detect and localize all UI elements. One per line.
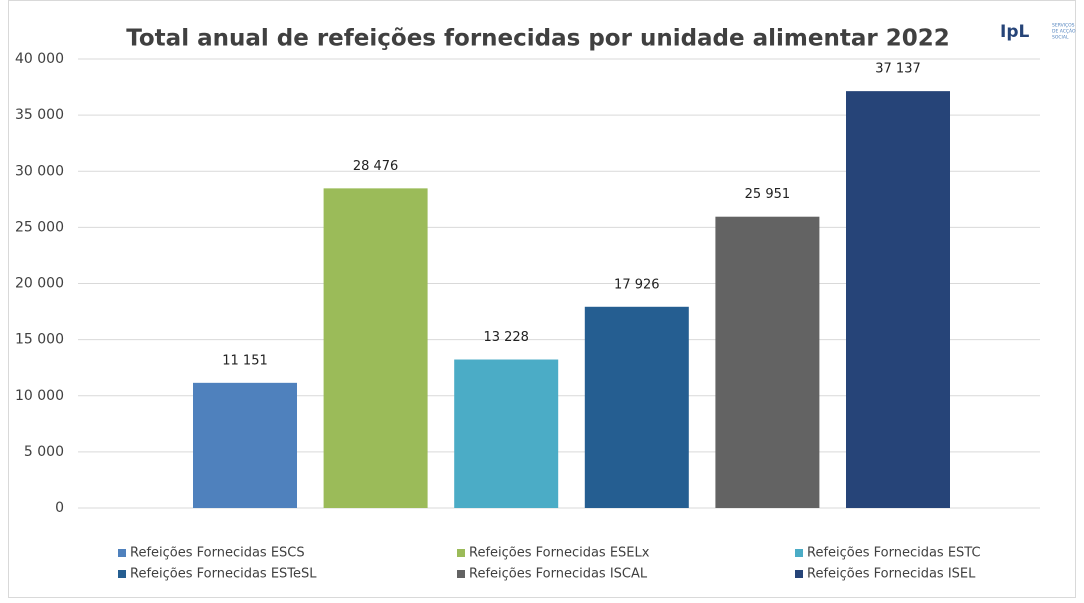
bar bbox=[584, 306, 689, 508]
bar bbox=[193, 382, 297, 508]
y-tick-label: 5 000 bbox=[24, 444, 64, 460]
value-label: 28 476 bbox=[353, 159, 399, 174]
legend-swatch bbox=[118, 570, 126, 578]
y-tick-label: 25 000 bbox=[15, 219, 64, 235]
logo-line: SERVIÇOS bbox=[1052, 23, 1075, 29]
bar bbox=[715, 216, 820, 509]
legend-label: Refeições Fornecidas ESELx bbox=[469, 546, 650, 561]
legend-label: Refeições Fornecidas ESTC bbox=[807, 546, 981, 561]
y-tick-label: 30 000 bbox=[15, 163, 64, 179]
legend-swatch bbox=[457, 549, 465, 557]
legend-label: Refeições Fornecidas ISCAL bbox=[469, 567, 648, 582]
chart-title: Total anual de refeições fornecidas por … bbox=[126, 26, 950, 52]
y-tick-label: 40 000 bbox=[15, 51, 64, 67]
legend-label: Refeições Fornecidas ESTeSL bbox=[130, 567, 317, 582]
y-tick-label: 20 000 bbox=[15, 276, 64, 292]
legend-label: Refeições Fornecidas ESCS bbox=[130, 546, 305, 561]
y-tick-label: 35 000 bbox=[15, 107, 64, 123]
bar bbox=[323, 188, 428, 508]
value-label: 17 926 bbox=[614, 277, 660, 292]
legend-swatch bbox=[457, 570, 465, 578]
y-tick-label: 0 bbox=[55, 500, 64, 516]
logo-text: IpL bbox=[1000, 22, 1029, 42]
legend-label: Refeições Fornecidas ISEL bbox=[807, 567, 976, 582]
value-label: 11 151 bbox=[222, 353, 268, 368]
logo: IpL SERVIÇOS DE ACÇÃO SOCIAL bbox=[1000, 22, 1076, 42]
logo-line: SOCIAL bbox=[1052, 35, 1069, 41]
legend-swatch bbox=[118, 549, 126, 557]
logo-line: DE ACÇÃO bbox=[1052, 28, 1076, 35]
bar bbox=[846, 91, 950, 508]
y-tick-label: 15 000 bbox=[15, 332, 64, 348]
value-label: 25 951 bbox=[745, 187, 791, 202]
bar bbox=[454, 359, 559, 508]
value-label: 13 228 bbox=[483, 330, 529, 345]
legend-swatch bbox=[795, 570, 803, 578]
y-tick-label: 10 000 bbox=[15, 388, 64, 404]
legend-swatch bbox=[795, 549, 803, 557]
value-label: 37 137 bbox=[875, 62, 921, 77]
